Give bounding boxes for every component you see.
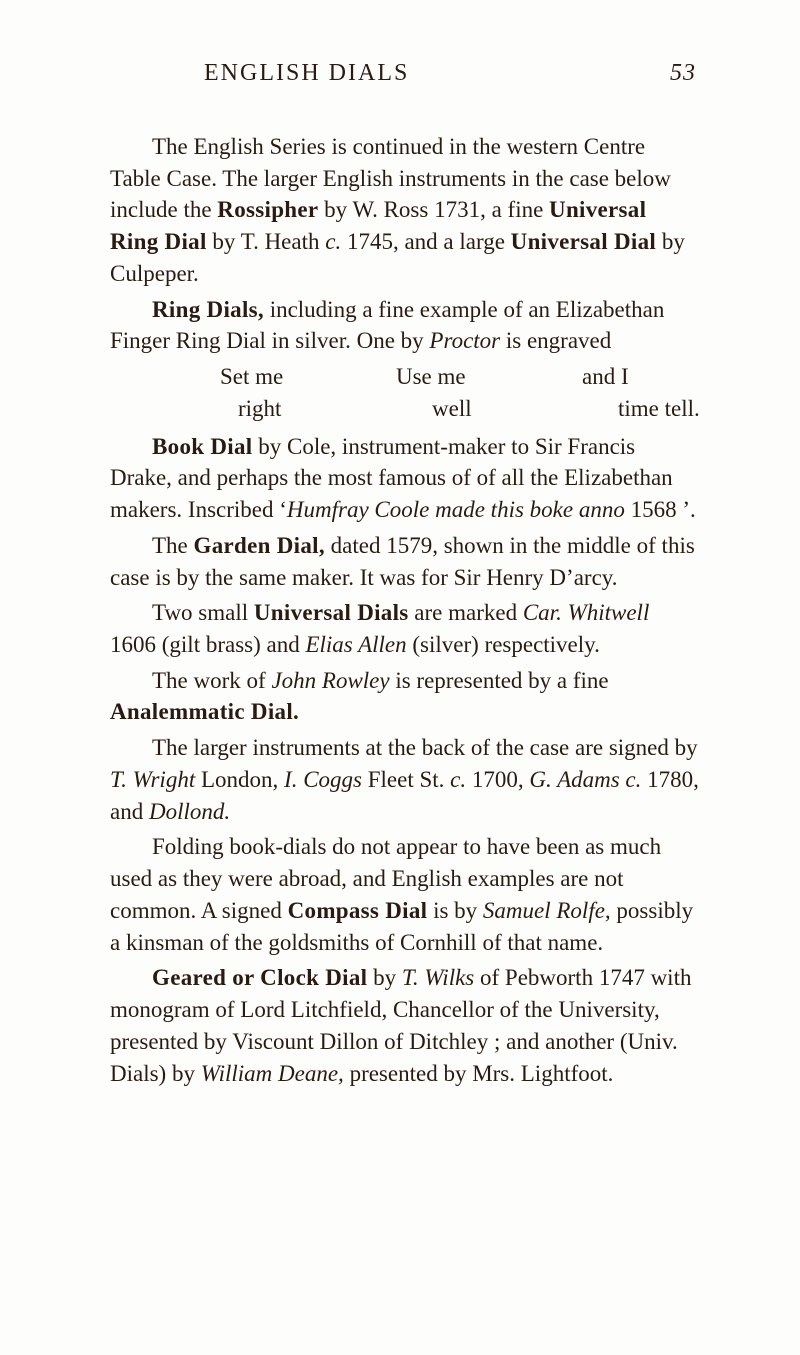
couplet-row: Set me Use me and I: [110, 361, 700, 393]
text: Two small: [152, 600, 254, 625]
text: Fleet St.: [362, 767, 450, 792]
body-text: The English Series is continued in the w…: [110, 131, 700, 1089]
bold-universal-dials: Universal Dials: [254, 600, 409, 625]
bold-garden-dial: Garden Dial,: [194, 533, 325, 558]
bold-compass-dial: Compass Dial: [288, 898, 428, 923]
text: by T. Heath: [207, 229, 326, 254]
text: is represented by a fine: [390, 668, 609, 693]
bold-analemmatic-dial: Analemmatic Dial.: [110, 699, 299, 724]
text: presented by Mrs. Lightfoot.: [344, 1061, 614, 1086]
bold-universal-dial: Universal Dial: [511, 229, 656, 254]
couplet-cell: time tell.: [618, 393, 788, 425]
bold-rossipher: Rossipher: [217, 197, 318, 222]
running-head: ENGLISH DIALS 53: [110, 60, 700, 87]
couplet-cell: Set me: [220, 361, 360, 393]
paragraph-5: Two small Universal Dials are marked Car…: [110, 597, 700, 660]
italic-coggs: I. Coggs: [284, 767, 362, 792]
italic-circa: c.: [450, 767, 466, 792]
italic: c.: [325, 229, 341, 254]
paragraph-8: Folding book-dials do not appear to have…: [110, 831, 700, 958]
paragraph-6: The work of John Rowley is represented b…: [110, 665, 700, 728]
page: ENGLISH DIALS 53 The English Series is c…: [0, 0, 800, 1355]
text: is engraved: [500, 328, 611, 353]
text: (silver) respectively.: [407, 632, 600, 657]
couplet-row: right well time tell.: [110, 393, 700, 425]
text: The: [152, 533, 194, 558]
text: 1745, and a large: [341, 229, 510, 254]
paragraph-9: Geared or Clock Dial by T. Wilks of Pebw…: [110, 962, 700, 1089]
running-title: ENGLISH DIALS: [204, 60, 409, 87]
bold-book-dial: Book Dial: [152, 434, 252, 459]
italic-wilks: T. Wilks: [402, 965, 474, 990]
text: 1568 ’.: [625, 497, 696, 522]
text: by W. Ross 1731, a fine: [318, 197, 549, 222]
text: are marked: [409, 600, 523, 625]
italic-adams: G. Adams c.: [529, 767, 641, 792]
italic-humfray: Humfray Coole made this boke anno: [287, 497, 625, 522]
text: 1700,: [466, 767, 529, 792]
paragraph-7: The larger instruments at the back of th…: [110, 732, 700, 827]
couplet-cell: right: [220, 393, 378, 425]
paragraph-2: Ring Dials, including a fine example of …: [110, 294, 700, 357]
text: by: [367, 965, 402, 990]
italic-allen: Elias Allen: [305, 632, 406, 657]
verse-couplet: Set me Use me and I right well time tell…: [110, 361, 700, 424]
bold-geared-clock-dial: Geared or Clock Dial: [152, 965, 367, 990]
couplet-cell: well: [414, 393, 582, 425]
bold-ring-dials: Ring Dials,: [152, 297, 264, 322]
italic-rowley: John Rowley: [271, 668, 389, 693]
couplet-cell: and I: [582, 361, 752, 393]
paragraph-3: Book Dial by Cole, instrument-maker to S…: [110, 431, 700, 526]
text: is by: [427, 898, 483, 923]
italic-proctor: Proctor: [429, 328, 500, 353]
text: London,: [195, 767, 284, 792]
text: The work of: [152, 668, 271, 693]
italic-dollond: Dollond.: [149, 799, 230, 824]
text: The larger instruments at the back of th…: [152, 735, 698, 760]
italic-wright: T. Wright: [110, 767, 195, 792]
paragraph-1: The English Series is continued in the w…: [110, 131, 700, 290]
paragraph-4: The Garden Dial, dated 1579, shown in th…: [110, 530, 700, 593]
couplet-cell: Use me: [396, 361, 546, 393]
italic-whitwell: Car. Whitwell: [523, 600, 650, 625]
text: 1606 (gilt brass) and: [110, 632, 305, 657]
italic-rolfe: Samuel Rolfe,: [483, 898, 611, 923]
page-number: 53: [670, 60, 696, 87]
italic-deane: William Deane,: [201, 1061, 344, 1086]
